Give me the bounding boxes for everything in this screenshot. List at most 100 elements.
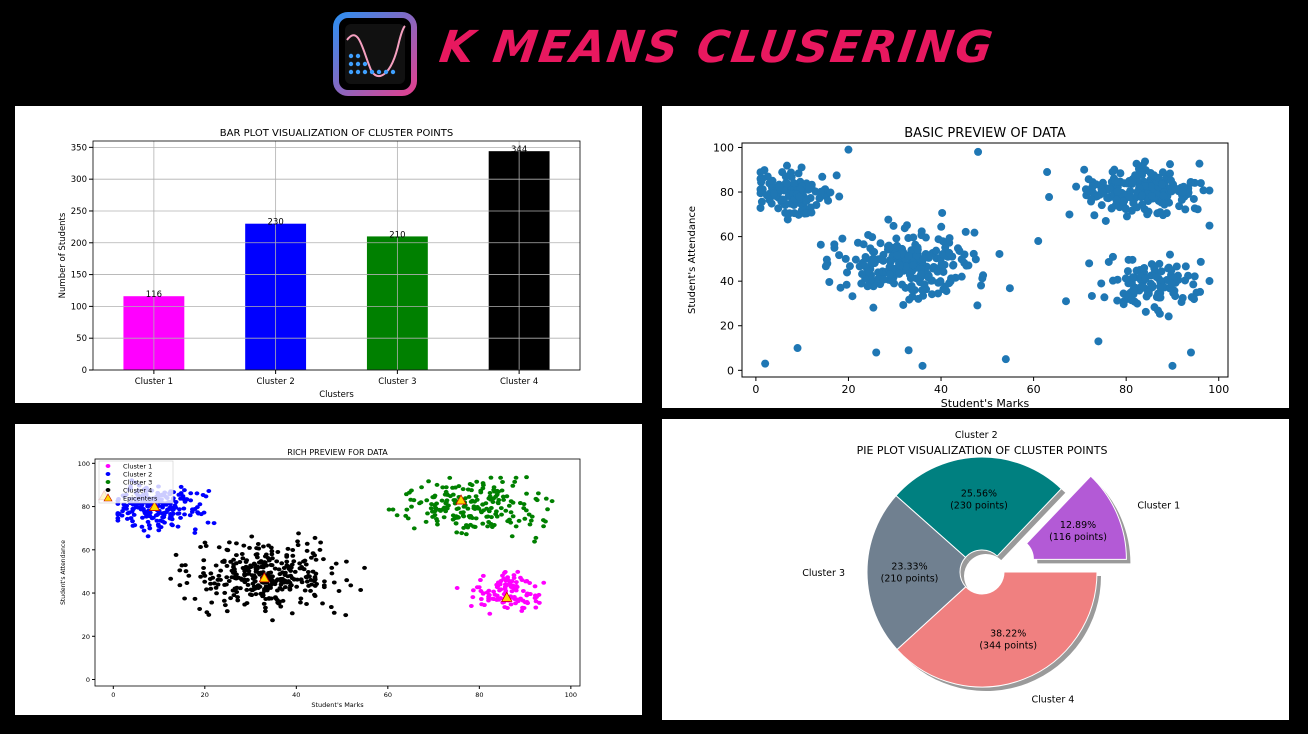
- data-point: [500, 573, 505, 578]
- data-point: [502, 605, 508, 610]
- data-point: [201, 571, 206, 576]
- x-tick-label: 20: [841, 383, 855, 396]
- data-point: [409, 504, 414, 509]
- data-point: [304, 601, 309, 606]
- data-point: [244, 558, 250, 563]
- data-point: [816, 240, 825, 249]
- data-point: [921, 233, 930, 242]
- data-point: [224, 609, 230, 614]
- data-point: [276, 567, 282, 572]
- data-point: [979, 271, 988, 280]
- data-point: [1178, 187, 1187, 196]
- data-point: [201, 565, 206, 570]
- data-point: [962, 261, 971, 270]
- data-point: [434, 519, 440, 524]
- data-point: [245, 582, 251, 587]
- data-point: [491, 589, 497, 594]
- data-point: [331, 580, 337, 585]
- data-point: [275, 549, 281, 554]
- data-point: [532, 539, 537, 544]
- data-point: [463, 496, 468, 501]
- x-tick-label: 0: [752, 383, 759, 396]
- data-point: [1121, 205, 1130, 214]
- data-point: [1084, 175, 1093, 184]
- data-point: [124, 503, 130, 508]
- data-point: [518, 575, 523, 580]
- data-point: [927, 276, 936, 285]
- data-point: [1129, 285, 1138, 294]
- x-tick-label: 80: [475, 691, 483, 699]
- data-point: [909, 233, 918, 242]
- data-point: [549, 499, 555, 504]
- data-point: [329, 571, 335, 576]
- data-point: [429, 502, 434, 507]
- y-tick-label: 80: [720, 186, 734, 199]
- data-point: [336, 588, 342, 593]
- data-point: [1157, 267, 1166, 276]
- data-point: [253, 592, 259, 597]
- data-point: [938, 250, 947, 259]
- data-point: [508, 520, 514, 525]
- data-point: [130, 519, 135, 524]
- data-point: [1186, 348, 1195, 357]
- data-point: [1065, 210, 1074, 219]
- data-label: 230: [268, 218, 284, 228]
- data-point: [510, 483, 516, 488]
- data-point: [291, 559, 297, 564]
- data-point: [499, 512, 504, 517]
- data-point: [411, 498, 417, 503]
- data-point: [182, 596, 187, 601]
- data-point: [487, 494, 493, 499]
- data-point: [1187, 293, 1196, 302]
- data-point: [248, 563, 253, 568]
- data-point: [1062, 297, 1070, 306]
- data-point: [498, 475, 504, 480]
- data-point: [1119, 300, 1128, 309]
- y-tick-label: 250: [71, 207, 87, 217]
- data-point: [145, 534, 151, 539]
- data-point: [284, 553, 290, 558]
- data-point: [519, 608, 525, 613]
- data-point: [139, 503, 145, 508]
- data-point: [183, 569, 189, 574]
- data-point: [500, 494, 506, 499]
- data-point: [541, 524, 546, 529]
- data-point: [1097, 201, 1106, 210]
- data-point: [263, 605, 268, 610]
- data-point: [312, 535, 318, 540]
- data-point: [498, 587, 504, 592]
- data-point: [194, 491, 200, 496]
- data-point: [907, 246, 916, 255]
- data-point: [540, 518, 546, 523]
- data-point: [287, 580, 293, 585]
- data-point: [825, 278, 834, 287]
- data-point: [313, 557, 319, 562]
- data-point: [285, 546, 291, 551]
- y-tick-label: 350: [71, 143, 87, 153]
- data-point: [904, 346, 913, 355]
- data-point: [513, 475, 519, 480]
- data-point: [292, 569, 298, 574]
- data-point: [939, 267, 948, 276]
- basic-scatter-panel: BASIC PREVIEW OF DATA 0 20 40 60 80 100 0 20 40 60…: [662, 106, 1289, 408]
- data-point: [524, 591, 530, 596]
- data-point: [974, 147, 983, 156]
- data-point: [343, 613, 349, 618]
- data-point: [1005, 284, 1014, 293]
- data-point: [522, 516, 528, 521]
- data-point: [218, 577, 223, 582]
- y-axis-label: Number of Students: [58, 212, 68, 298]
- data-point: [290, 548, 296, 553]
- data-point: [176, 492, 182, 497]
- data-point: [154, 518, 160, 523]
- data-point: [284, 559, 290, 564]
- data-point: [970, 228, 979, 237]
- data-point: [899, 300, 908, 309]
- data-point: [543, 496, 549, 501]
- data-point: [279, 587, 285, 592]
- data-point: [1184, 271, 1193, 280]
- data-point: [1081, 185, 1090, 194]
- data-point: [520, 588, 526, 593]
- data-point: [468, 522, 473, 527]
- data-point: [197, 606, 203, 611]
